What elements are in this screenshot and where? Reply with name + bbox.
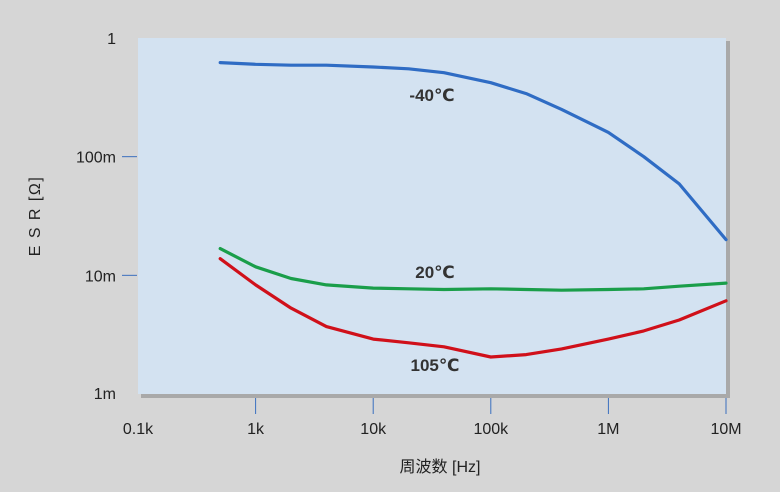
series-line (218, 257, 728, 359)
y-tick-label: 100m (76, 150, 116, 167)
series-line (218, 247, 728, 292)
series-labels: -40℃ 20℃ 105℃ (409, 86, 459, 375)
y-tick-label: 1m (94, 386, 116, 403)
y-axis-label: E S R [Ω] (27, 176, 44, 257)
x-tick-label: 100k (473, 421, 509, 438)
series-lines (218, 60, 728, 359)
x-axis-label: 周波数 [Hz] (400, 458, 481, 476)
x-tick-label: 10k (360, 421, 387, 438)
y-tick-label: 1 (107, 31, 116, 48)
series-label: 20℃ (415, 263, 455, 282)
x-tick-label: 10M (710, 421, 741, 438)
axes: 0.1k 1k 10k 100k 1M 10M 1 100m 10m 1m (76, 31, 742, 438)
x-tick-label: 1M (597, 421, 619, 438)
x-tick-label: 0.1k (123, 421, 154, 438)
y-tick-label: 10m (85, 268, 116, 285)
series-line (218, 60, 728, 242)
x-tick-label: 1k (247, 421, 265, 438)
series-label: -40℃ (409, 86, 454, 105)
series-label: 105℃ (411, 356, 460, 375)
